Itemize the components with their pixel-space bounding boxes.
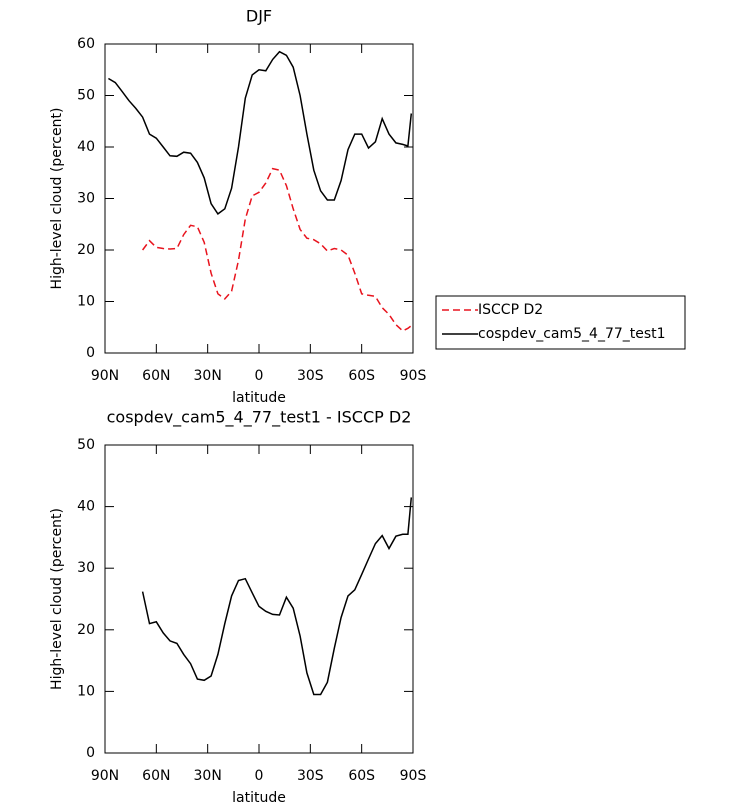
y-axis-label: High-level cloud (percent): [49, 508, 65, 690]
plot-frame: [104, 43, 414, 354]
x-tick-label: 60N: [142, 768, 170, 784]
x-tick-label: 90N: [91, 368, 119, 384]
data-line: [141, 497, 413, 696]
y-tick-label: 50: [77, 437, 95, 453]
y-tick-label: 50: [77, 88, 95, 104]
chart-title: DJF: [246, 7, 272, 26]
x-axis-label: latitude: [232, 790, 286, 806]
x-tick-label: 0: [255, 768, 264, 784]
plot-frame: [104, 444, 414, 754]
y-axis-label: High-level cloud (percent): [49, 108, 65, 290]
x-tick-label: 30S: [297, 768, 324, 784]
legend-label: ISCCP D2: [478, 302, 543, 318]
legend-label: cospdev_cam5_4_77_test1: [478, 326, 666, 342]
x-tick-label: 30S: [297, 368, 324, 384]
x-tick-label: 60S: [348, 768, 375, 784]
x-tick-label: 30N: [194, 768, 222, 784]
data-line: [108, 50, 413, 215]
y-tick-label: 10: [77, 294, 95, 310]
y-tick-label: 30: [77, 191, 95, 207]
x-tick-label: 90N: [91, 768, 119, 784]
x-axis-label: latitude: [232, 390, 286, 406]
y-tick-label: 40: [77, 139, 95, 155]
y-tick-label: 10: [77, 683, 95, 699]
y-tick-label: 40: [77, 499, 95, 515]
x-tick-label: 30N: [194, 368, 222, 384]
x-tick-label: 60N: [142, 368, 170, 384]
x-tick-label: 0: [255, 368, 264, 384]
y-tick-label: 0: [86, 345, 95, 361]
y-tick-label: 30: [77, 560, 95, 576]
y-tick-label: 20: [77, 242, 95, 258]
data-line: [141, 167, 412, 332]
legend-box: [435, 295, 686, 350]
chart-title: cospdev_cam5_4_77_test1 - ISCCP D2: [107, 408, 412, 428]
y-tick-label: 0: [86, 745, 95, 761]
x-tick-label: 90S: [400, 368, 427, 384]
x-tick-label: 90S: [400, 768, 427, 784]
y-tick-label: 60: [77, 36, 95, 52]
x-tick-label: 60S: [348, 368, 375, 384]
y-tick-label: 20: [77, 622, 95, 638]
